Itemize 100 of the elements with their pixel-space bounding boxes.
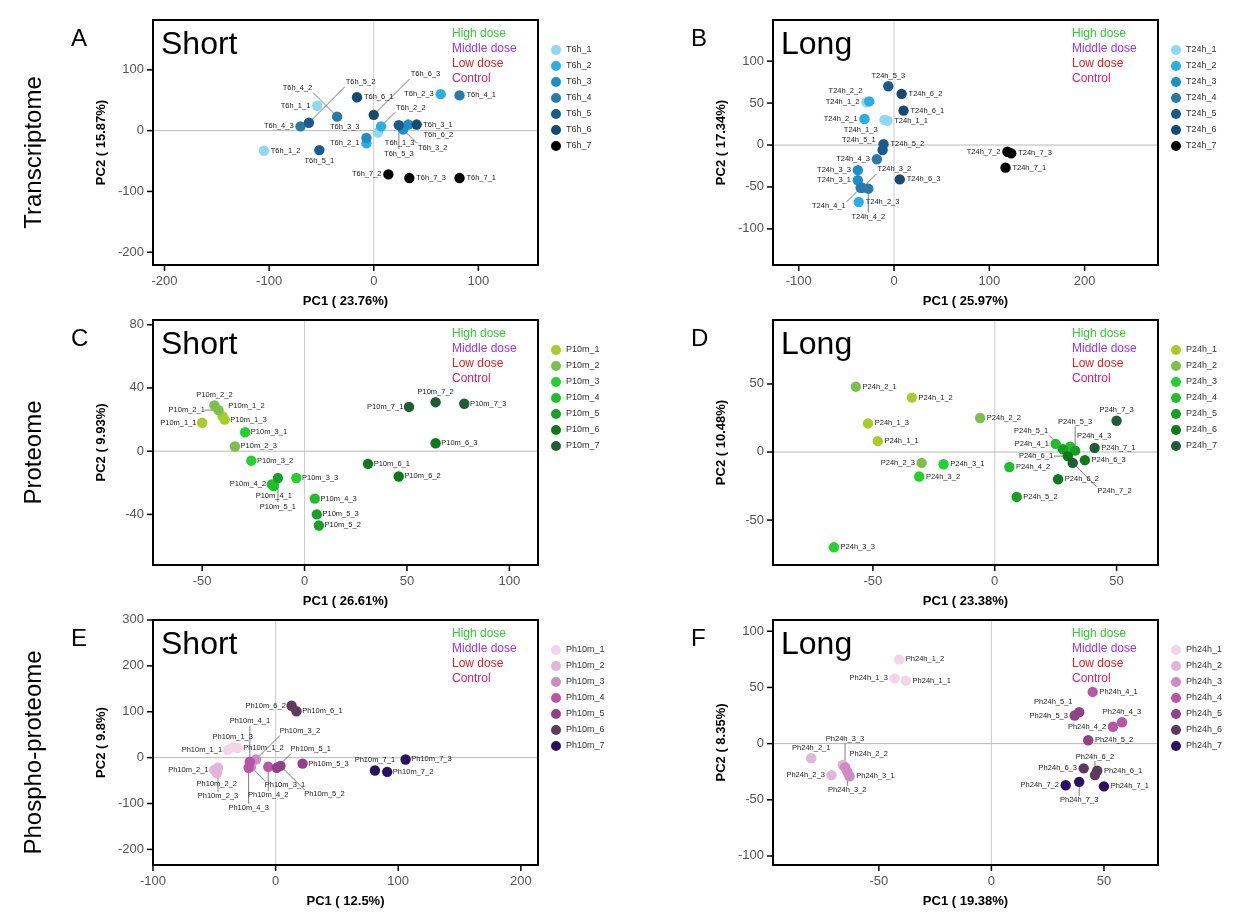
annotation: Low dose: [452, 656, 504, 670]
x-tick-label: 100: [978, 273, 1001, 288]
x-tick-label: 100: [387, 873, 410, 888]
x-tick-label: 50: [1096, 873, 1112, 888]
x-tick-label: -50: [192, 573, 212, 588]
x-tick-label: -100: [256, 273, 283, 288]
annotation: Low dose: [452, 56, 504, 70]
y-tick-label: 300: [122, 611, 144, 627]
x-tick-label: 0: [890, 273, 898, 288]
y-tick-label: 50: [749, 678, 764, 694]
legend-label: T6h_4: [566, 92, 592, 103]
legend-label: Ph10m_2: [566, 660, 605, 671]
x-tick-label: 100: [467, 273, 490, 288]
y-tick-label: -100: [117, 794, 144, 810]
annotation: Control: [452, 371, 491, 385]
chart-title: Short: [161, 625, 238, 661]
y-axis-title: PC2 ( 15.87%): [93, 99, 108, 186]
annotation: Middle dose: [1072, 41, 1138, 55]
y-tick-label: -50: [745, 511, 764, 527]
legend-label: T6h_2: [566, 60, 592, 71]
x-tick-label: 50: [1109, 573, 1124, 588]
annotation: High dose: [452, 26, 507, 40]
legend-label: T24h_7: [1186, 140, 1217, 151]
x-tick-label: 0: [300, 573, 309, 588]
x-axis-title: PC1 ( 26.61%): [302, 593, 389, 608]
y-tick-label: -200: [117, 840, 144, 856]
y-tick-label: 100: [122, 703, 144, 719]
annotation: Control: [1072, 71, 1111, 85]
legend-label: Ph24h_7: [1186, 740, 1223, 751]
x-axis-title: PC1 ( 25.97%): [922, 293, 1009, 308]
x-tick-label: -50: [863, 573, 883, 588]
legend-label: P10m_6: [566, 424, 600, 435]
chart-title: Long: [781, 25, 853, 61]
legend-label: T24h_3: [1186, 76, 1217, 87]
y-tick-label: 80: [129, 316, 144, 332]
y-tick-label: 0: [756, 735, 764, 751]
y-tick-label: -50: [745, 178, 764, 194]
annotation: Control: [1072, 671, 1111, 685]
y-tick-label: 0: [136, 749, 144, 765]
legend-label: Ph24h_3: [1186, 676, 1223, 687]
legend-label: P24h_7: [1186, 440, 1218, 451]
legend-label: Ph24h_6: [1186, 724, 1223, 735]
legend-label: Ph24h_2: [1186, 660, 1223, 671]
x-tick-label: -200: [151, 273, 178, 288]
annotation: Control: [452, 71, 491, 85]
y-axis-title: PC2 ( 17.34%): [713, 99, 728, 186]
legend-label: P24h_3: [1186, 376, 1218, 387]
x-tick-label: -100: [785, 273, 812, 288]
text: Proteome: [19, 400, 46, 505]
y-tick-label: 0: [136, 442, 144, 458]
x-tick-label: 100: [498, 573, 521, 588]
annotation: Middle dose: [452, 41, 518, 55]
text: C: [71, 324, 89, 351]
x-tick-label: 0: [987, 873, 996, 888]
legend-label: Ph10m_4: [566, 692, 605, 703]
chart-title: Long: [781, 325, 853, 361]
annotation: High dose: [452, 626, 507, 640]
annotation: High dose: [452, 326, 507, 340]
chart-title: Short: [161, 325, 238, 361]
y-tick-label: -100: [737, 847, 764, 863]
legend-label: Ph10m_7: [566, 740, 605, 751]
annotation: Low dose: [1072, 356, 1124, 370]
x-tick-label: 0: [370, 273, 378, 288]
annotation: Low dose: [1072, 656, 1124, 670]
legend-label: P24h_5: [1186, 408, 1218, 419]
text: B: [691, 24, 708, 51]
y-tick-label: 100: [742, 52, 764, 68]
legend-label: P24h_2: [1186, 360, 1218, 371]
y-tick-label: 50: [749, 94, 764, 110]
y-axis-title: PC2 ( 10.48%): [713, 399, 728, 486]
y-tick-label: 100: [742, 622, 764, 638]
legend-label: P24h_4: [1186, 392, 1218, 403]
text: E: [71, 624, 88, 651]
x-axis-title: PC1 ( 19.38%): [922, 893, 1009, 908]
y-axis-title: PC2 ( 8.35%): [713, 703, 728, 782]
x-axis-title: PC1 ( 12.5%): [306, 893, 385, 908]
x-axis-title: PC1 ( 23.76%): [302, 293, 389, 308]
y-tick-label: -50: [745, 791, 764, 807]
legend-label: T6h_5: [566, 108, 592, 119]
y-axis-title: PC2 ( 9.93%): [93, 403, 108, 482]
text: D: [691, 324, 709, 351]
y-tick-label: 50: [749, 375, 764, 391]
legend-label: P10m_5: [566, 408, 600, 419]
legend-label: P10m_4: [566, 392, 600, 403]
legend-label: P24h_6: [1186, 424, 1218, 435]
legend-label: Ph24h_4: [1186, 692, 1223, 703]
annotation: Low dose: [452, 356, 504, 370]
legend-label: T6h_1: [566, 44, 592, 55]
annotation: Control: [1072, 371, 1111, 385]
x-tick-label: -50: [869, 873, 889, 888]
legend-label: T6h_3: [566, 76, 592, 87]
legend-label: P10m_2: [566, 360, 600, 371]
y-tick-label: 0: [756, 443, 764, 459]
legend-label: T24h_5: [1186, 108, 1217, 119]
legend-label: T24h_1: [1186, 44, 1217, 55]
annotation: Middle dose: [1072, 341, 1138, 355]
annotation: Middle dose: [452, 341, 518, 355]
x-tick-label: 200: [509, 873, 532, 888]
legend-label: T24h_6: [1186, 124, 1217, 135]
chart-title: Short: [161, 25, 238, 61]
